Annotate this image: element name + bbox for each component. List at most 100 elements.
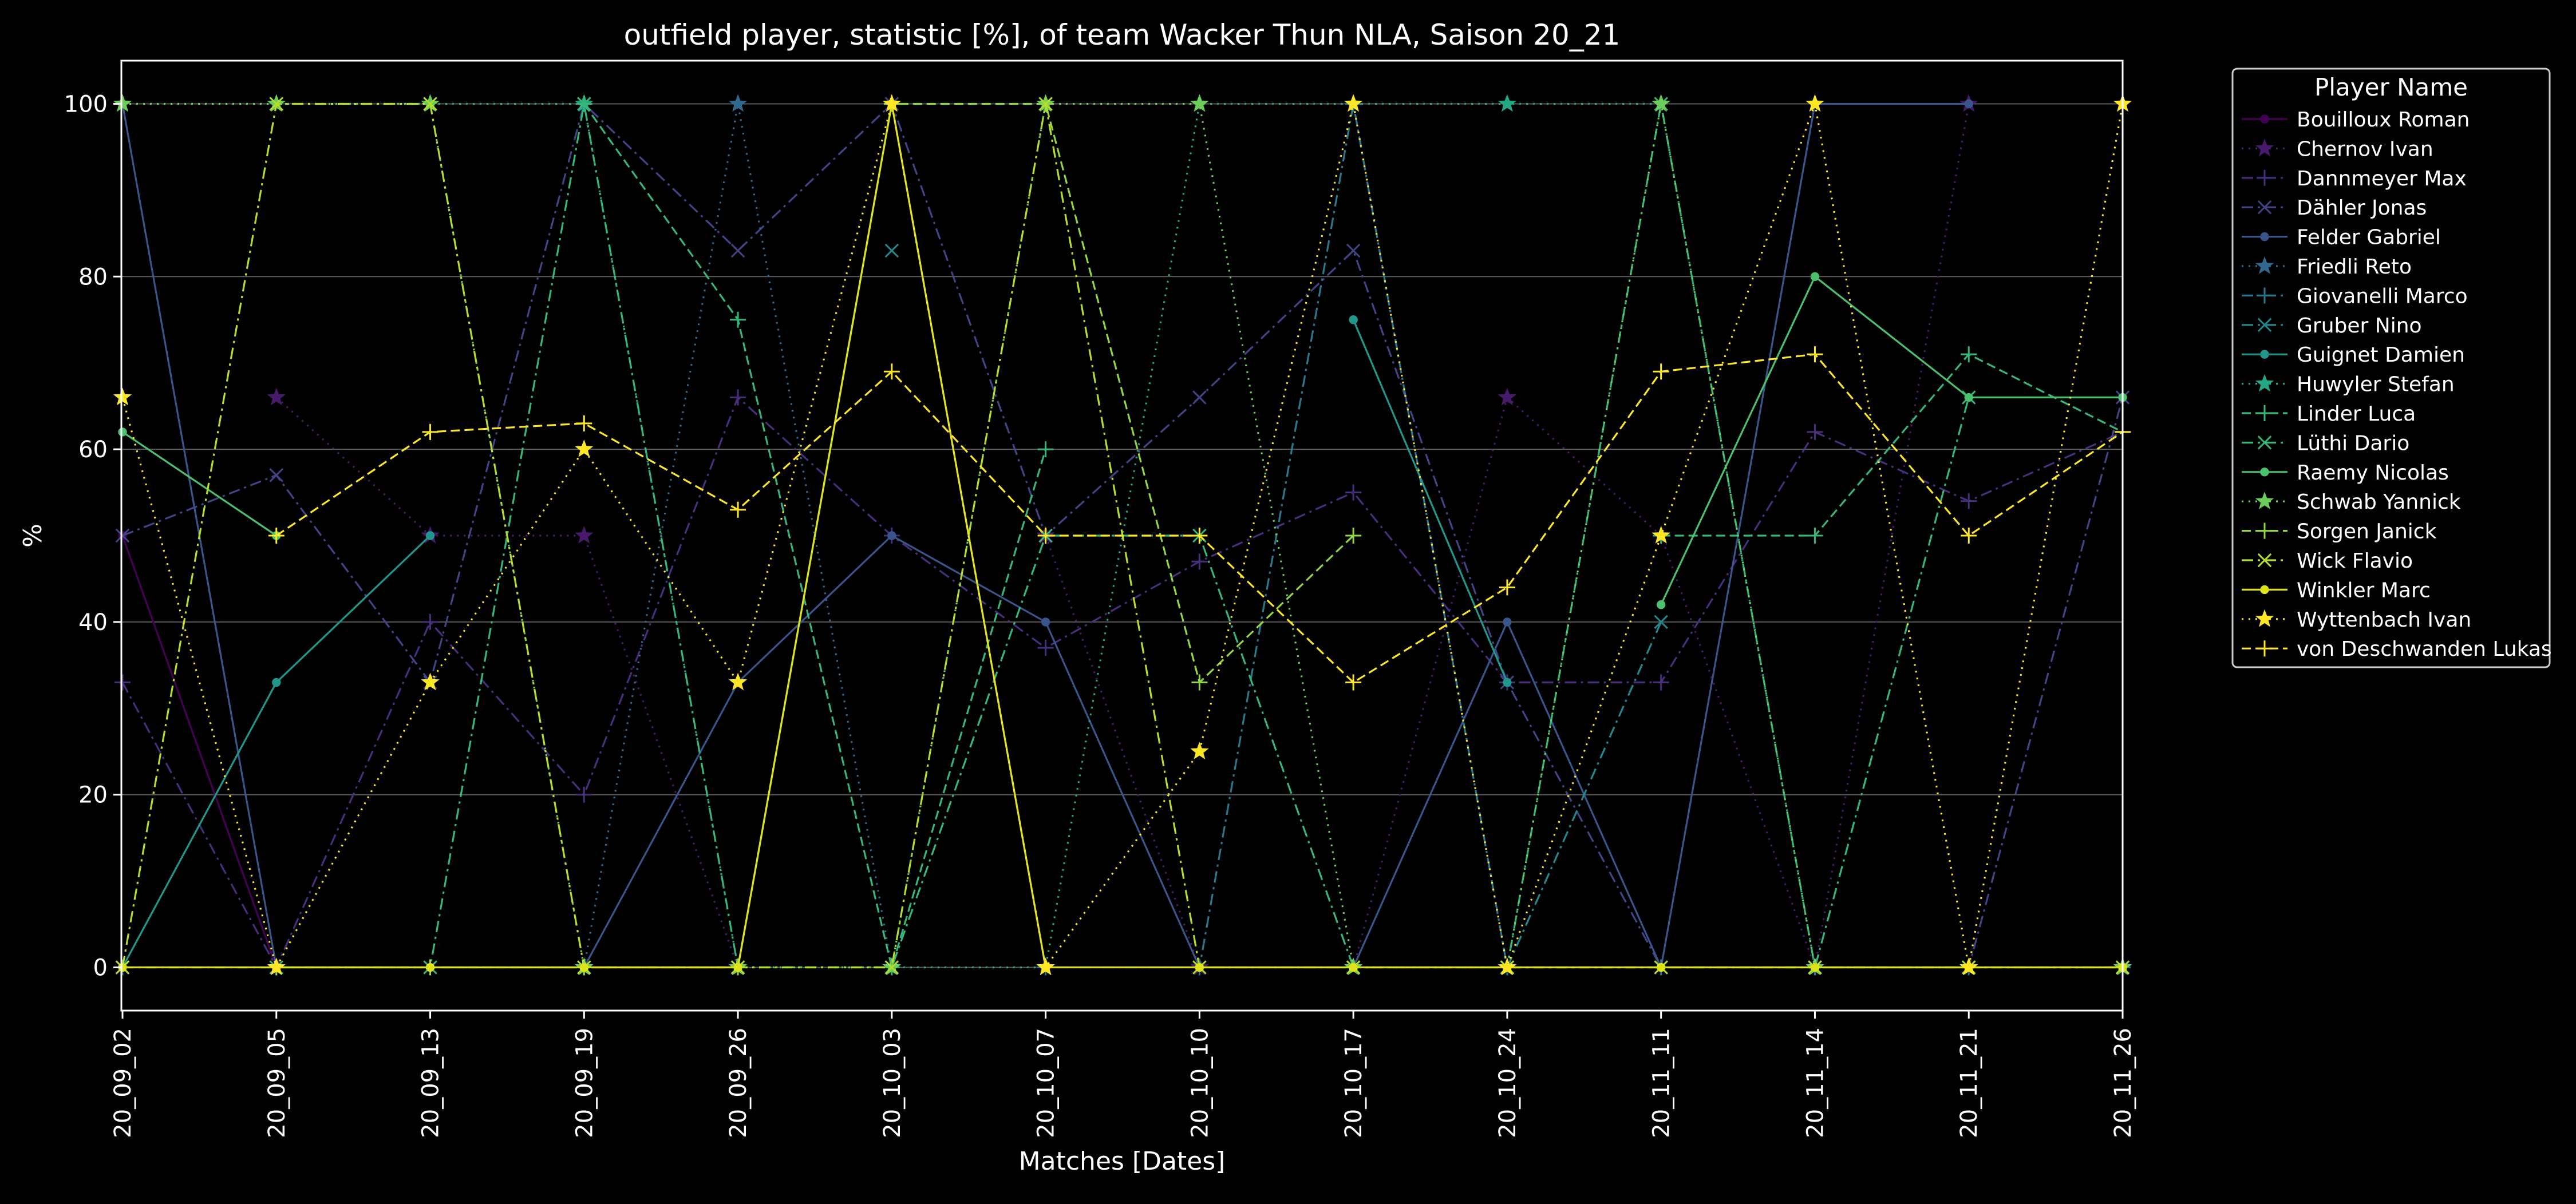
data-point bbox=[1498, 387, 1517, 406]
series-group bbox=[113, 94, 2132, 976]
legend-item: Chernov Ivan bbox=[2242, 137, 2433, 161]
data-point bbox=[1503, 678, 1512, 687]
data-point bbox=[1038, 97, 1053, 111]
data-point bbox=[1041, 617, 1050, 627]
data-point bbox=[1036, 957, 1055, 976]
legend-marker bbox=[2257, 435, 2272, 450]
series-line bbox=[121, 396, 2123, 969]
data-point bbox=[1349, 963, 1358, 972]
data-point bbox=[1190, 94, 1209, 112]
legend-item: Wick Flavio bbox=[2242, 549, 2413, 573]
data-point bbox=[268, 528, 285, 544]
x-tick-label: 20_11_11 bbox=[1649, 1028, 1675, 1138]
x-axis: 20_09_02 20_09_05 20_09_13 20_09_19 20_09_26… bbox=[110, 1011, 2136, 1138]
data-point bbox=[1656, 963, 1666, 972]
legend-marker bbox=[2260, 232, 2269, 241]
legend-label: Sorgen Janick bbox=[2297, 520, 2437, 544]
data-point bbox=[1037, 528, 1054, 544]
data-point bbox=[1653, 363, 1669, 380]
data-point bbox=[1345, 484, 1362, 501]
data-point bbox=[730, 389, 746, 406]
legend-box bbox=[2231, 68, 2551, 668]
data-point bbox=[267, 957, 286, 976]
y-tick-label: 20 bbox=[78, 782, 108, 809]
legend-item: Schwab Yannick bbox=[2242, 490, 2461, 514]
legend-label: Giovanelli Marco bbox=[2297, 284, 2468, 308]
data-point bbox=[115, 528, 130, 543]
data-point bbox=[1191, 528, 1208, 544]
data-point bbox=[1810, 272, 1820, 281]
x-tick-label: 20_09_02 bbox=[110, 1028, 136, 1138]
x-tick-label: 20_10_10 bbox=[1187, 1028, 1213, 1138]
data-point bbox=[1345, 528, 1362, 544]
legend-marker bbox=[2257, 287, 2273, 304]
data-point bbox=[1653, 674, 1669, 691]
series-line bbox=[123, 102, 2123, 969]
legend-label: Wyttenbach Ivan bbox=[2297, 608, 2471, 632]
data-point bbox=[423, 97, 437, 111]
y-tick-label: 40 bbox=[78, 609, 108, 636]
data-point bbox=[730, 311, 746, 328]
legend: Player Name Bouilloux Roman Chernov Ivan D… bbox=[2231, 68, 2552, 668]
legend-label: Lüthi Dario bbox=[2297, 431, 2409, 455]
data-point bbox=[118, 963, 127, 972]
data-point bbox=[1961, 346, 1977, 363]
legend-item: Bouilloux Roman bbox=[2242, 108, 2470, 132]
legend-label: von Deschwanden Lukas bbox=[2297, 637, 2552, 661]
series-line bbox=[1506, 621, 1662, 968]
y-tick-label: 80 bbox=[78, 264, 108, 290]
x-tick-label: 20_10_07 bbox=[1033, 1028, 1060, 1138]
legend-item: Linder Luca bbox=[2242, 402, 2416, 426]
data-point bbox=[425, 531, 435, 540]
data-point bbox=[884, 960, 899, 975]
data-point bbox=[1349, 315, 1358, 324]
data-point bbox=[422, 423, 438, 440]
legend-item: Giovanelli Marco bbox=[2242, 284, 2468, 308]
data-point bbox=[1656, 600, 1666, 609]
legend-marker bbox=[2260, 468, 2269, 477]
x-tick-label: 20_11_14 bbox=[1802, 1028, 1828, 1138]
legend-item: Gruber Nino bbox=[2242, 314, 2422, 338]
data-point bbox=[884, 243, 899, 258]
x-tick-label: 20_10_24 bbox=[1495, 1028, 1521, 1138]
y-axis: 0 20 40 60 80 100 bbox=[64, 91, 121, 981]
series-line bbox=[123, 102, 2123, 969]
data-point bbox=[1654, 615, 1668, 629]
data-point bbox=[1190, 742, 1209, 759]
x-tick-label: 20_09_26 bbox=[725, 1028, 752, 1138]
legend-label: Raemy Nicolas bbox=[2297, 461, 2449, 485]
series-line bbox=[122, 275, 2123, 605]
legend-item: Raemy Nicolas bbox=[2242, 461, 2449, 485]
data-point bbox=[1807, 423, 1823, 440]
y-tick-label: 100 bbox=[64, 91, 108, 117]
legend-title: Player Name bbox=[2314, 73, 2468, 101]
y-tick-label: 60 bbox=[78, 437, 108, 463]
legend-marker bbox=[2255, 138, 2274, 157]
data-point bbox=[1810, 963, 1820, 972]
legend-item: Winkler Marc bbox=[2242, 579, 2431, 602]
data-point bbox=[1037, 640, 1054, 656]
legend-item: Dannmeyer Max bbox=[2242, 167, 2467, 191]
x-tick-label: 20_11_21 bbox=[1956, 1028, 1982, 1138]
legend-marker bbox=[2260, 350, 2269, 359]
data-point bbox=[577, 97, 591, 111]
data-point bbox=[1195, 963, 1204, 972]
data-point bbox=[1344, 94, 1363, 112]
legend-label: Linder Luca bbox=[2297, 402, 2416, 426]
legend-marker bbox=[2255, 492, 2274, 509]
legend-label: Winkler Marc bbox=[2297, 579, 2431, 602]
data-point bbox=[1652, 526, 1670, 544]
data-point bbox=[1191, 553, 1208, 570]
legend-marker bbox=[2257, 169, 2273, 186]
x-tick-label: 20_11_26 bbox=[2110, 1028, 2136, 1138]
legend-item: von Deschwanden Lukas bbox=[2242, 637, 2552, 661]
data-point bbox=[118, 427, 127, 437]
legend-label: Guignet Damien bbox=[2297, 343, 2465, 367]
chart-title: outfield player, statistic [%], of team … bbox=[624, 18, 1621, 52]
data-point bbox=[1961, 528, 1977, 544]
data-point bbox=[579, 963, 589, 972]
data-point bbox=[1191, 674, 1208, 691]
legend-label: Wick Flavio bbox=[2297, 549, 2413, 573]
legend-item: Guignet Damien bbox=[2242, 343, 2465, 367]
legend-label: Friedli Reto bbox=[2297, 255, 2412, 279]
